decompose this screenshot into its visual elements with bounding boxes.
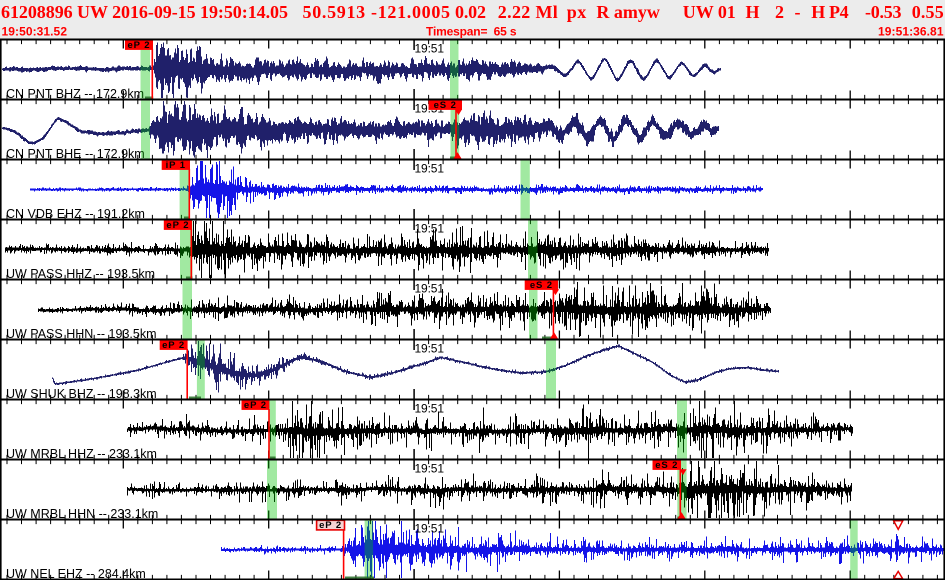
svg-text:R amyw: R amyw (596, 2, 660, 22)
svg-text:Timespan= 65 s: Timespan= 65 s (426, 24, 517, 38)
svg-text:UW PASS HHN -- 193.5km: UW PASS HHN -- 193.5km (6, 327, 157, 341)
svg-text:-0.53: -0.53 (865, 2, 902, 22)
svg-text:2.22 Ml: 2.22 Ml (498, 2, 558, 22)
svg-text:UW SHUK BHZ -- 198.3km: UW SHUK BHZ -- 198.3km (6, 387, 157, 401)
svg-text:19:51: 19:51 (415, 402, 445, 416)
svg-text:19:51: 19:51 (415, 462, 445, 476)
svg-text:19:51:36.81: 19:51:36.81 (878, 24, 944, 38)
svg-text:eP 2: eP 2 (162, 340, 185, 351)
svg-text:19:51: 19:51 (415, 162, 445, 176)
svg-text:19:51: 19:51 (415, 222, 445, 236)
svg-text:eP 2: eP 2 (128, 40, 151, 51)
svg-text:px: px (567, 2, 587, 22)
svg-text:eP 2: eP 2 (244, 400, 267, 411)
svg-text:CN PNT BHZ -- 172.9km: CN PNT BHZ -- 172.9km (6, 87, 144, 101)
svg-text:eS 2: eS 2 (655, 460, 678, 471)
svg-text:19:51: 19:51 (415, 522, 445, 536)
svg-text:iP 1: iP 1 (166, 160, 186, 171)
svg-text:0.02: 0.02 (455, 2, 486, 22)
svg-text:2: 2 (775, 2, 784, 22)
svg-text:19:50:31.52: 19:50:31.52 (2, 24, 68, 38)
svg-text:H: H (746, 2, 760, 22)
svg-text:61208896 UW 2016-09-15 19:50:1: 61208896 UW 2016-09-15 19:50:14.05 (1, 2, 288, 22)
svg-text:19:51: 19:51 (415, 42, 445, 56)
svg-text:19:51: 19:51 (415, 282, 445, 296)
svg-text:UW MRBL HHN -- 233.1km: UW MRBL HHN -- 233.1km (6, 507, 158, 521)
svg-text:eP 2: eP 2 (319, 520, 342, 531)
svg-text:eS 2: eS 2 (530, 280, 553, 291)
svg-text:UW MRBL HHZ -- 233.1km: UW MRBL HHZ -- 233.1km (6, 447, 157, 461)
svg-text:UW 01: UW 01 (683, 2, 736, 22)
svg-text:-: - (795, 2, 801, 22)
svg-text:19:51: 19:51 (415, 342, 445, 356)
svg-text:CN VDB EHZ -- 191.2km: CN VDB EHZ -- 191.2km (6, 207, 145, 221)
svg-text:UW NEL EHZ -- 284.4km: UW NEL EHZ -- 284.4km (6, 567, 146, 580)
svg-text:eP 2: eP 2 (166, 220, 189, 231)
svg-text:H P4: H P4 (811, 2, 848, 22)
svg-text:50.5913 -121.0005: 50.5913 -121.0005 (303, 2, 451, 22)
svg-text:0.55: 0.55 (912, 2, 944, 22)
svg-text:CN PNT BHE -- 172.9km: CN PNT BHE -- 172.9km (6, 147, 145, 161)
svg-text:UW PASS HHZ -- 193.5km: UW PASS HHZ -- 193.5km (6, 267, 155, 281)
svg-text:eS 2: eS 2 (434, 100, 457, 111)
